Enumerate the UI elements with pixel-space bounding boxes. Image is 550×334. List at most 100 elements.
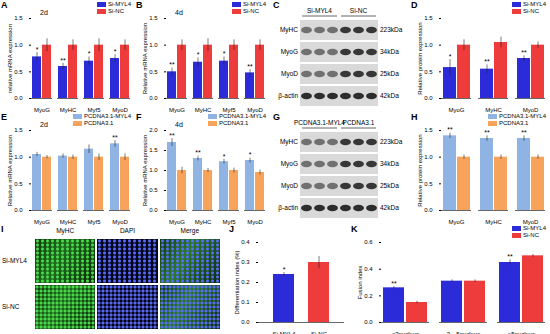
svg-text:25kDa: 25kDa — [380, 70, 399, 77]
svg-text:Differentiation index (%): Differentiation index (%) — [234, 251, 240, 315]
svg-text:0.3: 0.3 — [241, 259, 250, 265]
svg-text:<3nucleus: <3nucleus — [392, 331, 420, 334]
svg-text:MyoG: MyoG — [169, 107, 185, 113]
svg-text:**: ** — [195, 149, 201, 156]
svg-text:MyHC: MyHC — [60, 107, 77, 113]
svg-text:0.0: 0.0 — [241, 319, 250, 325]
svg-text:0.6: 0.6 — [364, 239, 373, 245]
svg-text:Relative mRNA expression: Relative mRNA expression — [142, 23, 148, 94]
svg-text:*: * — [449, 53, 452, 60]
svg-text:Relative mRNA expression: Relative mRNA expression — [142, 135, 148, 206]
svg-text:Si-MYL4: Si-MYL4 — [272, 331, 296, 334]
svg-text:*: * — [197, 51, 200, 58]
svg-text:Myf5: Myf5 — [87, 107, 101, 113]
svg-text:25kDa: 25kDa — [380, 182, 399, 189]
svg-text:**: ** — [484, 58, 490, 65]
svg-text:0.5: 0.5 — [14, 69, 23, 75]
svg-text:MyoD: MyoD — [523, 107, 539, 113]
svg-text:Relative protein expression: Relative protein expression — [417, 22, 423, 94]
svg-text:relative mRNA expression: relative mRNA expression — [7, 24, 13, 93]
svg-text:MyHC: MyHC — [195, 107, 212, 113]
svg-text:MyoD: MyoD — [281, 182, 298, 190]
svg-text:**: ** — [521, 129, 527, 136]
svg-text:Myf5: Myf5 — [222, 107, 236, 113]
svg-text:1.5: 1.5 — [149, 147, 158, 153]
svg-text:**: ** — [507, 253, 513, 260]
svg-text:MyHC: MyHC — [485, 107, 502, 113]
svg-text:MyHC: MyHC — [195, 219, 212, 225]
svg-text:*: * — [283, 266, 286, 273]
svg-text:0.2: 0.2 — [241, 279, 250, 285]
svg-text:Fusion index: Fusion index — [357, 265, 363, 299]
svg-text:1.5: 1.5 — [14, 15, 23, 21]
svg-text:MyoG: MyoG — [448, 219, 464, 225]
svg-text:0.5: 0.5 — [14, 181, 23, 187]
svg-text:0.5: 0.5 — [424, 181, 433, 187]
svg-text:**: ** — [169, 132, 175, 139]
svg-text:*: * — [223, 153, 226, 160]
svg-text:MyoD: MyoD — [247, 219, 263, 225]
svg-text:MyoG: MyoG — [34, 107, 50, 113]
svg-text:**: ** — [391, 280, 397, 287]
svg-text:MyoG: MyoG — [448, 107, 464, 113]
svg-text:MyoD: MyoD — [523, 219, 539, 225]
svg-text:**: ** — [484, 129, 490, 136]
svg-text:1.0: 1.0 — [424, 42, 433, 48]
svg-text:Relative protein expression: Relative protein expression — [417, 134, 423, 206]
svg-text:0.5: 0.5 — [424, 69, 433, 75]
svg-text:>5nucleus: >5nucleus — [508, 331, 536, 334]
svg-text:42kDa: 42kDa — [380, 92, 399, 99]
svg-text:**: ** — [521, 49, 527, 56]
svg-text:**: ** — [169, 61, 175, 68]
svg-text:34kDa: 34kDa — [380, 48, 399, 55]
svg-text:MyoG: MyoG — [281, 160, 298, 168]
svg-text:MyoD: MyoD — [112, 107, 128, 113]
svg-text:β-actin: β-actin — [278, 92, 298, 100]
svg-text:MyoG: MyoG — [281, 48, 298, 56]
svg-text:PCDNA3.1: PCDNA3.1 — [343, 119, 375, 126]
svg-text:MyoD: MyoD — [281, 70, 298, 78]
svg-text:0.1: 0.1 — [241, 299, 250, 305]
svg-text:42kDa: 42kDa — [380, 204, 399, 211]
svg-text:MyHC: MyHC — [60, 219, 77, 225]
svg-text:*: * — [114, 48, 117, 55]
svg-text:1.0: 1.0 — [149, 42, 158, 48]
svg-text:0.0: 0.0 — [364, 319, 373, 325]
svg-text:PCDNA3.1-MYL4: PCDNA3.1-MYL4 — [294, 119, 345, 126]
svg-text:1.5: 1.5 — [424, 15, 433, 21]
svg-text:Si-NC: Si-NC — [311, 331, 328, 334]
svg-text:0.0: 0.0 — [424, 207, 433, 213]
svg-text:**: ** — [247, 63, 253, 70]
svg-text:1.5: 1.5 — [149, 15, 158, 21]
svg-text:0.0: 0.0 — [149, 95, 158, 101]
svg-text:*: * — [88, 50, 91, 57]
svg-text:3—5nucleus: 3—5nucleus — [447, 331, 480, 334]
svg-text:Si-MYL4: Si-MYL4 — [307, 7, 332, 14]
svg-text:Myf5: Myf5 — [87, 219, 101, 225]
svg-text:β-actin: β-actin — [278, 204, 298, 212]
svg-text:**: ** — [112, 134, 118, 141]
svg-text:*: * — [223, 50, 226, 57]
svg-text:1.0: 1.0 — [14, 154, 23, 160]
svg-text:0.4: 0.4 — [364, 266, 373, 272]
svg-text:0.2: 0.2 — [364, 293, 373, 299]
svg-text:MyHC: MyHC — [280, 138, 298, 146]
svg-text:223kDa: 223kDa — [380, 26, 403, 33]
svg-text:1.0: 1.0 — [14, 42, 23, 48]
svg-text:Si-NC: Si-NC — [350, 7, 368, 14]
svg-text:MyHC: MyHC — [485, 219, 502, 225]
svg-text:MyHC: MyHC — [280, 26, 298, 34]
svg-text:2.0: 2.0 — [149, 127, 158, 133]
svg-text:Relative mRNA expression: Relative mRNA expression — [7, 135, 13, 206]
svg-text:223kDa: 223kDa — [380, 138, 403, 145]
svg-text:0.0: 0.0 — [14, 207, 23, 213]
svg-text:34kDa: 34kDa — [380, 160, 399, 167]
svg-text:0.0: 0.0 — [14, 95, 23, 101]
svg-text:*: * — [249, 151, 252, 158]
svg-text:MyoD: MyoD — [112, 219, 128, 225]
svg-text:Myf5: Myf5 — [222, 219, 236, 225]
svg-text:**: ** — [60, 57, 66, 64]
svg-text:*: * — [36, 46, 39, 53]
svg-text:0.5: 0.5 — [149, 187, 158, 193]
svg-text:MyoG: MyoG — [169, 219, 185, 225]
